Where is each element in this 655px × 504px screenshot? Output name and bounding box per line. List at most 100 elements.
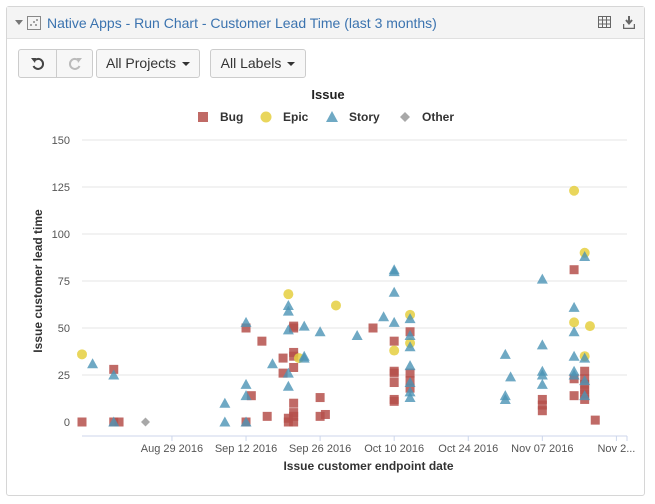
- data-point-story: [404, 377, 416, 388]
- data-point-bug: [590, 415, 600, 425]
- data-point-story: [404, 386, 416, 397]
- data-point-story: [87, 358, 99, 369]
- x-tick-label: Sep 26 2016: [289, 443, 351, 455]
- legend-marker-story: [326, 111, 338, 122]
- table-icon[interactable]: [598, 16, 611, 28]
- legend-label-story: Story: [349, 110, 380, 124]
- redo-button[interactable]: [56, 49, 93, 78]
- data-point-story: [404, 341, 416, 352]
- data-point-story: [499, 393, 511, 404]
- data-point-story: [388, 266, 400, 277]
- data-point-story: [536, 339, 548, 350]
- data-point-epic: [283, 289, 294, 300]
- legend-label-other: Other: [422, 110, 454, 124]
- data-point-bug: [389, 396, 399, 406]
- data-point-story: [282, 324, 294, 335]
- legend-marker-other: [400, 112, 410, 122]
- data-point-story: [404, 313, 416, 324]
- data-point-bug: [241, 323, 251, 333]
- data-point-other: [140, 417, 150, 427]
- data-point-bug: [569, 265, 579, 275]
- data-point-story: [505, 371, 517, 382]
- download-icon[interactable]: [623, 16, 635, 29]
- legend-label-bug: Bug: [220, 110, 243, 124]
- data-point-bug: [389, 368, 399, 378]
- data-point-story: [282, 305, 294, 316]
- data-point-bug: [389, 378, 399, 388]
- y-tick-label: 25: [58, 370, 70, 382]
- data-point-bug: [580, 366, 590, 376]
- data-point-story: [240, 316, 252, 327]
- chart-gadget-icon: [27, 16, 41, 30]
- y-tick-label: 125: [52, 182, 70, 194]
- undo-icon: [30, 57, 44, 70]
- data-point-story: [388, 286, 400, 297]
- data-point-bug: [278, 368, 288, 378]
- x-tick-label: Oct 24 2016: [438, 443, 498, 455]
- x-tick-label: Sep 12 2016: [215, 443, 277, 455]
- x-tick-label: Nov 07 2016: [511, 443, 573, 455]
- panel-title[interactable]: Native Apps - Run Chart - Customer Lead …: [47, 15, 437, 31]
- data-point-story: [282, 367, 294, 378]
- data-point-story: [240, 390, 252, 401]
- data-point-bug: [537, 406, 547, 416]
- data-point-bug: [315, 393, 325, 403]
- undo-button[interactable]: [18, 49, 57, 78]
- data-point-bug: [109, 364, 119, 374]
- data-point-bug: [289, 362, 299, 372]
- data-point-bug: [289, 323, 299, 333]
- data-point-bug: [283, 417, 293, 427]
- data-point-story: [298, 352, 310, 363]
- data-point-story: [298, 320, 310, 331]
- data-point-bug: [537, 400, 547, 410]
- data-point-story: [351, 330, 363, 341]
- data-point-bug: [114, 417, 124, 427]
- projects-dropdown-label: All Projects: [105, 55, 177, 71]
- data-point-story: [404, 392, 416, 403]
- data-point-story: [536, 369, 548, 380]
- data-point-story: [108, 369, 120, 380]
- data-point-bug: [262, 411, 272, 421]
- data-point-story: [108, 416, 120, 427]
- toolbar: All Projects All Labels: [7, 39, 644, 87]
- legend-marker-epic: [260, 111, 272, 123]
- data-point-story: [536, 273, 548, 284]
- y-tick-label: 50: [58, 323, 70, 335]
- data-point-story: [536, 378, 548, 389]
- data-point-bug: [289, 398, 299, 408]
- data-point-epic: [569, 185, 580, 196]
- data-point-story: [404, 360, 416, 371]
- data-point-epic: [77, 349, 87, 360]
- x-tick-label: Nov 2...: [597, 443, 635, 455]
- data-point-epic: [389, 345, 400, 356]
- data-point-story: [499, 348, 511, 359]
- data-point-story: [579, 352, 591, 363]
- collapse-icon[interactable]: [15, 20, 23, 25]
- x-tick-label: Oct 10 2016: [364, 443, 424, 455]
- legend-title: Issue: [311, 87, 344, 102]
- chevron-down-icon: [287, 62, 296, 67]
- data-point-story: [240, 416, 252, 427]
- projects-dropdown[interactable]: All Projects: [96, 49, 200, 78]
- data-point-bug: [246, 391, 256, 401]
- data-point-story: [404, 330, 416, 341]
- data-point-story: [579, 251, 591, 262]
- data-point-story: [219, 416, 231, 427]
- data-point-story: [219, 397, 231, 408]
- data-point-story: [388, 316, 400, 327]
- data-point-bug: [289, 351, 299, 361]
- data-point-epic: [584, 321, 595, 332]
- data-point-bug: [289, 417, 299, 427]
- chevron-down-icon: [182, 62, 191, 67]
- data-point-story: [568, 326, 580, 337]
- y-tick-label: 75: [58, 276, 70, 288]
- data-point-story: [568, 350, 580, 361]
- y-tick-label: 0: [64, 417, 70, 429]
- data-point-bug: [278, 353, 288, 363]
- x-tick-label: Aug 29 2016: [141, 443, 203, 455]
- labels-dropdown-label: All Labels: [220, 55, 282, 71]
- labels-dropdown[interactable]: All Labels: [210, 49, 306, 78]
- data-point-story: [568, 301, 580, 312]
- legend-label-epic: Epic: [283, 110, 309, 124]
